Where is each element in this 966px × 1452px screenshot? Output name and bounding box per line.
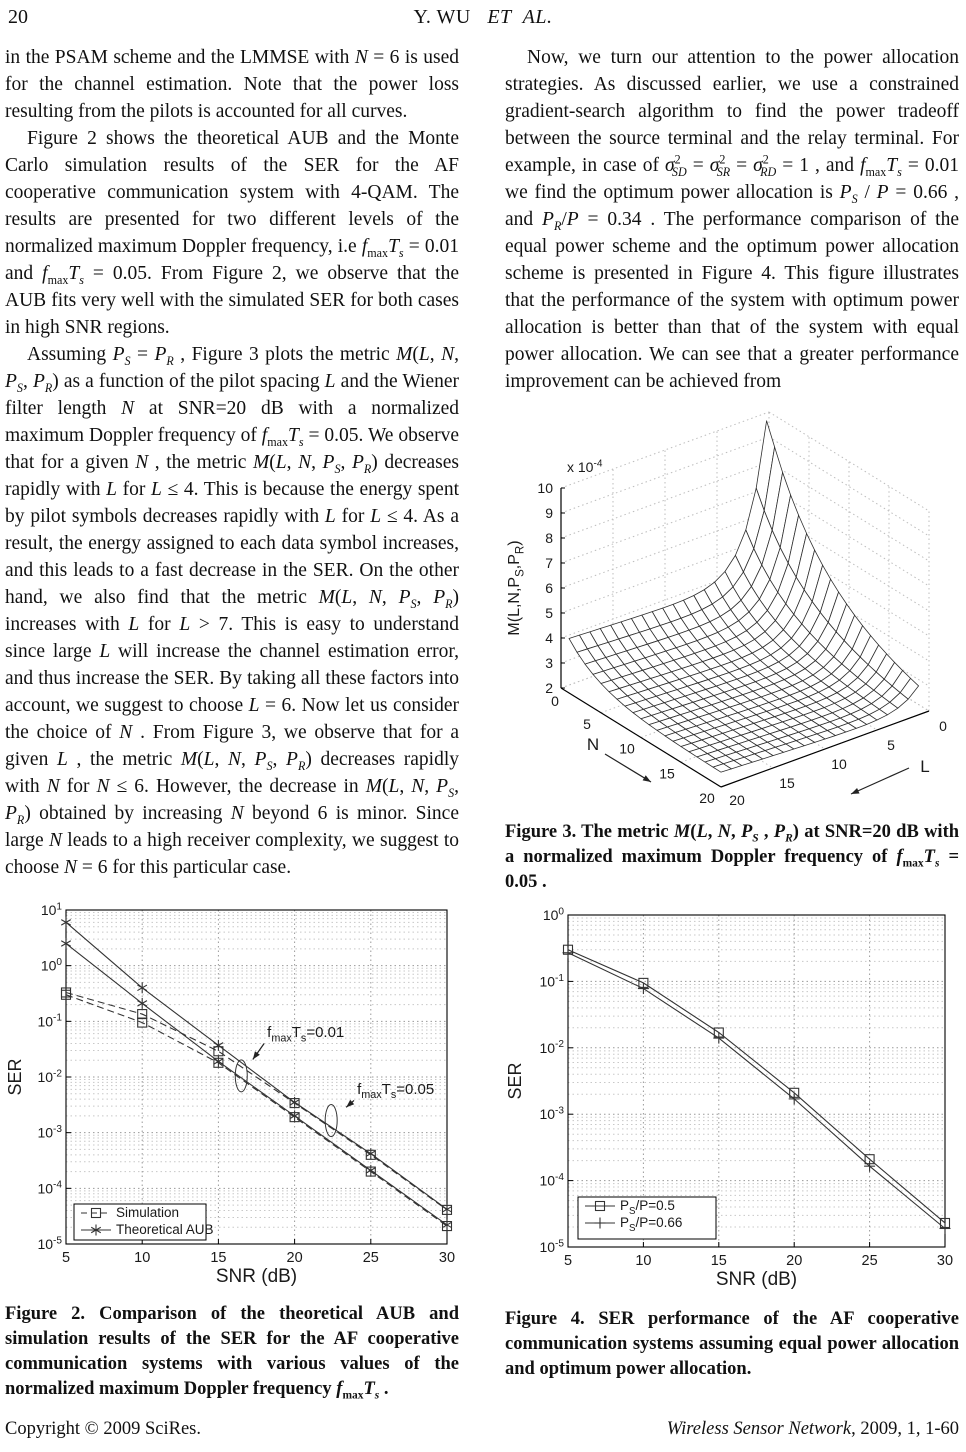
svg-text:10-1: 10-1 <box>37 1013 62 1030</box>
svg-text:2: 2 <box>545 680 553 696</box>
svg-text:fmaxTs=0.01: fmaxTs=0.01 <box>267 1024 344 1044</box>
svg-text:0: 0 <box>551 693 559 709</box>
svg-text:7: 7 <box>545 555 553 571</box>
svg-text:30: 30 <box>937 1253 953 1269</box>
svg-text:10-3: 10-3 <box>37 1124 62 1141</box>
svg-text:10: 10 <box>635 1253 651 1269</box>
svg-text:SER: SER <box>6 1058 25 1095</box>
svg-text:10: 10 <box>537 480 553 496</box>
svg-text:10-3: 10-3 <box>539 1106 564 1123</box>
paragraph: in the PSAM scheme and the LMMSE with N … <box>5 47 459 122</box>
svg-text:10: 10 <box>831 756 847 772</box>
svg-text:5: 5 <box>564 1253 572 1269</box>
page-number: 20 <box>8 6 28 28</box>
svg-text:10: 10 <box>619 741 635 757</box>
figure4-caption: Figure 4. SER performance of the AF coop… <box>505 1309 959 1379</box>
left-column: in the PSAM scheme and the LMMSE with N … <box>5 44 459 1402</box>
svg-text:10-5: 10-5 <box>37 1235 62 1252</box>
svg-text:20: 20 <box>729 792 745 808</box>
svg-text:SER: SER <box>506 1062 525 1099</box>
svg-text:M(L,N,PS,PR): M(L,N,PS,PR) <box>506 540 526 635</box>
svg-text:20: 20 <box>786 1253 802 1269</box>
svg-text:10-4: 10-4 <box>37 1180 62 1197</box>
page-footer: Copyright © 2009 SciRes. Wireless Sensor… <box>5 1419 959 1445</box>
svg-text:15: 15 <box>779 775 795 791</box>
figure2-block: 10-5 10-4 10-3 10-2 10-1 100 101 5 10 15 20 25 30 SNR… <box>5 896 459 1402</box>
svg-text:4: 4 <box>545 630 553 646</box>
svg-text:15: 15 <box>711 1253 727 1269</box>
svg-text:100: 100 <box>41 957 63 974</box>
svg-text:Simulation: Simulation <box>116 1205 179 1220</box>
svg-text:101: 101 <box>41 901 63 918</box>
left-column-text: in the PSAM scheme and the LMMSE with N … <box>5 44 459 882</box>
svg-text:0: 0 <box>939 718 947 734</box>
svg-text:SNR (dB): SNR (dB) <box>716 1269 797 1290</box>
svg-text:100: 100 <box>543 906 565 923</box>
svg-text:8: 8 <box>545 530 553 546</box>
svg-text:x 10-4: x 10-4 <box>567 458 603 475</box>
svg-text:5: 5 <box>545 605 553 621</box>
svg-text:10-2: 10-2 <box>37 1068 62 1085</box>
svg-text:L: L <box>920 757 929 776</box>
paragraph: Assuming PS = PR , Figure 3 plots the me… <box>5 344 460 878</box>
svg-text:20: 20 <box>699 790 715 806</box>
paragraph: Now, we turn our attention to the power … <box>505 47 960 392</box>
svg-text:fmaxTs=0.05: fmaxTs=0.05 <box>357 1081 434 1101</box>
svg-text:10: 10 <box>134 1250 150 1266</box>
svg-text:SNR (dB): SNR (dB) <box>216 1266 297 1287</box>
svg-text:15: 15 <box>659 765 675 781</box>
svg-text:15: 15 <box>210 1250 226 1266</box>
svg-text:6: 6 <box>545 580 553 596</box>
svg-text:Theoretical AUB: Theoretical AUB <box>116 1222 214 1237</box>
svg-text:10-1: 10-1 <box>539 973 564 990</box>
copyright-notice: Copyright © 2009 SciRes. <box>5 1419 201 1439</box>
svg-text:5: 5 <box>62 1250 70 1266</box>
running-header: 20 Y. WU ET AL. <box>0 6 966 32</box>
right-column-text: Now, we turn our attention to the power … <box>505 44 959 396</box>
svg-text:3: 3 <box>545 655 553 671</box>
right-column: Now, we turn our attention to the power … <box>505 44 959 1382</box>
figure3-caption: Figure 3. The metric M(L, N, PS , PR) at… <box>505 822 960 892</box>
svg-text:PS/P=0.5: PS/P=0.5 <box>620 1198 675 1217</box>
svg-text:5: 5 <box>887 737 895 753</box>
svg-text:20: 20 <box>287 1250 303 1266</box>
svg-text:30: 30 <box>439 1250 455 1266</box>
figure3-block: 2 3 4 5 6 7 8 9 10 0 5 10 15 20 0 5 10 15 20 x 10-4 M(L,N,PS… <box>505 410 959 895</box>
figure3-plot: 2 3 4 5 6 7 8 9 10 0 5 10 15 20 0 5 10 15 20 x 10-4 M(L,N,PS… <box>506 411 947 808</box>
svg-text:N: N <box>587 735 599 754</box>
journal-reference: Wireless Sensor Network, 2009, 1, 1-60 <box>666 1419 959 1439</box>
svg-text:10-5: 10-5 <box>539 1238 564 1255</box>
svg-text:5: 5 <box>583 716 591 732</box>
paragraph: Figure 2 shows the theoretical AUB and t… <box>5 128 460 338</box>
svg-text:25: 25 <box>363 1250 379 1266</box>
svg-text:9: 9 <box>545 505 553 521</box>
svg-text:PS/P=0.66: PS/P=0.66 <box>620 1215 682 1234</box>
figure4-block: 10-5 10-4 10-3 10-2 10-1 100 5 10 15 20 25 30 SNR (d… <box>505 901 959 1382</box>
svg-text:10-2: 10-2 <box>539 1039 564 1056</box>
figure4-plot: 10-5 10-4 10-3 10-2 10-1 100 5 10 15 20 25 30 SNR (d… <box>506 906 953 1290</box>
svg-text:10-4: 10-4 <box>539 1172 564 1189</box>
figure2-caption: Figure 2. Comparison of the theoretical … <box>5 1304 459 1402</box>
running-head-title: Y. WU ET AL. <box>413 6 553 28</box>
svg-text:25: 25 <box>862 1253 878 1269</box>
